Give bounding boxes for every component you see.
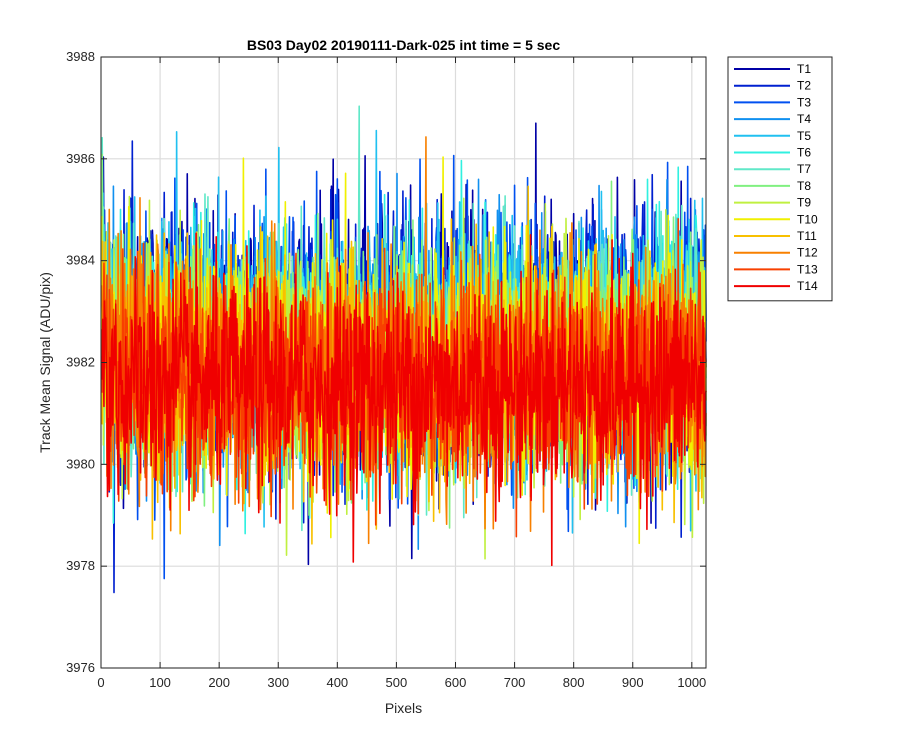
x-tick-label: 500	[386, 675, 408, 690]
legend-entry-T11: T11	[797, 229, 817, 243]
x-tick-label: 1000	[677, 675, 706, 690]
y-tick-label: 3976	[66, 660, 95, 675]
legend-entry-T2: T2	[797, 79, 811, 93]
y-axis-label: Track Mean Signal (ADU/pix)	[37, 272, 53, 453]
x-tick-label: 900	[622, 675, 644, 690]
legend-box	[727, 56, 833, 302]
series-line-T14	[100, 232, 707, 567]
legend-entry-T6: T6	[797, 146, 811, 160]
y-tick-label: 3986	[66, 151, 95, 166]
y-tick-label: 3984	[66, 253, 95, 268]
legend-entry-T14: T14	[797, 279, 818, 293]
legend-entry-T7: T7	[797, 162, 811, 176]
series-lines	[100, 105, 707, 594]
legend-entry-T13: T13	[797, 262, 818, 276]
x-tick-label: 800	[563, 675, 585, 690]
y-tick-label: 3980	[66, 456, 95, 471]
y-tick-label: 3982	[66, 355, 95, 370]
legend-entry-T9: T9	[797, 196, 811, 210]
x-tick-label: 0	[97, 675, 104, 690]
y-tick-label: 3988	[66, 49, 95, 64]
legend-entry-T12: T12	[797, 246, 818, 260]
x-tick-label: 600	[445, 675, 467, 690]
x-tick-label: 300	[267, 675, 289, 690]
chart-title: BS03 Day02 20190111-Dark-025 int time = …	[247, 37, 560, 53]
x-tick-label: 700	[504, 675, 526, 690]
x-tick-label: 100	[149, 675, 171, 690]
legend-entry-T8: T8	[797, 179, 811, 193]
legend-entry-T4: T4	[797, 112, 811, 126]
legend-entry-T3: T3	[797, 95, 811, 109]
legend-entry-T10: T10	[797, 212, 818, 226]
x-tick-label: 400	[326, 675, 348, 690]
x-axis-label: Pixels	[385, 700, 422, 716]
legend: T1 T2 T3 T4 T5 T6 T7 T8 T9 T10 T11 T12 T13 T14	[727, 56, 833, 302]
ticks: 0 100 200 300 400 500 600 700 800 900 1000 3976 3978…	[66, 49, 706, 690]
x-tick-label: 200	[208, 675, 230, 690]
y-tick-label: 3978	[66, 558, 95, 573]
legend-entry-T1: T1	[797, 62, 811, 76]
legend-entry-T5: T5	[797, 129, 811, 143]
